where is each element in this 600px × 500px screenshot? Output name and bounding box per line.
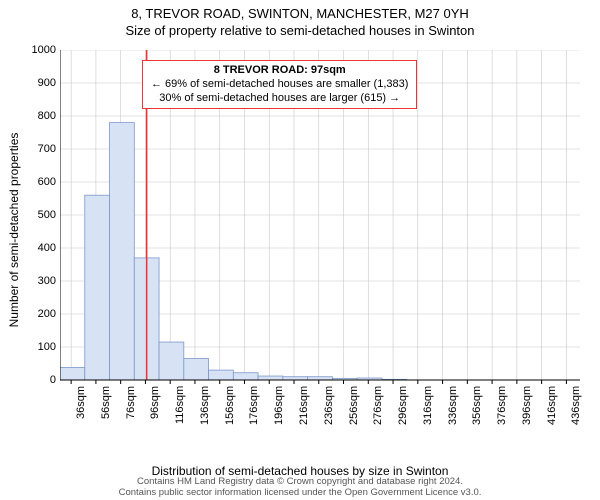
xtick-label: 416sqm: [546, 386, 558, 425]
ytick-label: 700: [22, 143, 56, 155]
xtick-label: 356sqm: [471, 386, 483, 425]
ytick-label: 500: [22, 209, 56, 221]
xtick-label: 36sqm: [75, 386, 87, 419]
annotation-smaller-line: ← 69% of semi-detached houses are smalle…: [151, 78, 408, 92]
ytick-label: 0: [22, 374, 56, 386]
ytick-label: 600: [22, 176, 56, 188]
footnote-line1: Contains HM Land Registry data © Crown c…: [137, 476, 463, 487]
xtick-label: 256sqm: [348, 386, 360, 425]
xtick-label: 56sqm: [100, 386, 112, 419]
histogram-bar: [60, 367, 85, 380]
ytick-label: 400: [22, 242, 56, 254]
histogram-bar: [233, 373, 258, 380]
xtick-label: 116sqm: [174, 386, 186, 424]
xtick-label: 276sqm: [372, 386, 384, 425]
histogram-bar: [110, 123, 135, 380]
ytick-label: 900: [22, 77, 56, 89]
xtick-label: 436sqm: [570, 386, 582, 425]
chart-title: 8, TREVOR ROAD, SWINTON, MANCHESTER, M27…: [0, 0, 600, 21]
xtick-label: 396sqm: [521, 386, 533, 425]
xtick-label: 336sqm: [447, 386, 459, 425]
histogram-bar: [159, 342, 184, 380]
xtick-label: 236sqm: [323, 386, 335, 425]
plot-area: 8 TREVOR ROAD: 97sqm ← 69% of semi-detac…: [60, 50, 580, 420]
ytick-label: 200: [22, 308, 56, 320]
xtick-label: 216sqm: [298, 386, 310, 425]
xtick-label: 196sqm: [273, 386, 285, 425]
xtick-label: 296sqm: [397, 386, 409, 425]
ytick-label: 800: [22, 110, 56, 122]
xtick-label: 316sqm: [422, 386, 434, 425]
xtick-label: 76sqm: [125, 386, 137, 419]
xtick-label: 136sqm: [199, 386, 211, 425]
annotation-title: 8 TREVOR ROAD: 97sqm: [151, 64, 408, 78]
histogram-bar: [184, 359, 209, 380]
xtick-label: 156sqm: [224, 386, 236, 425]
footnote: Contains HM Land Registry data © Crown c…: [119, 477, 482, 498]
histogram-bar: [258, 376, 283, 380]
ytick-label: 300: [22, 275, 56, 287]
y-axis-label: Number of semi-detached properties: [7, 133, 21, 328]
footnote-line2: Contains public sector information licen…: [119, 487, 482, 498]
ytick-label: 1000: [22, 44, 56, 56]
annotation-box: 8 TREVOR ROAD: 97sqm ← 69% of semi-detac…: [142, 60, 417, 109]
xtick-label: 376sqm: [496, 386, 508, 425]
histogram-bar: [85, 195, 110, 380]
histogram-bar: [209, 370, 234, 380]
chart-subtitle: Size of property relative to semi-detach…: [0, 21, 600, 38]
xtick-label: 176sqm: [248, 386, 260, 425]
chart-container: 8, TREVOR ROAD, SWINTON, MANCHESTER, M27…: [0, 0, 600, 500]
annotation-larger-line: 30% of semi-detached houses are larger (…: [151, 92, 408, 106]
ytick-label: 100: [22, 341, 56, 353]
xtick-label: 96sqm: [149, 386, 161, 419]
